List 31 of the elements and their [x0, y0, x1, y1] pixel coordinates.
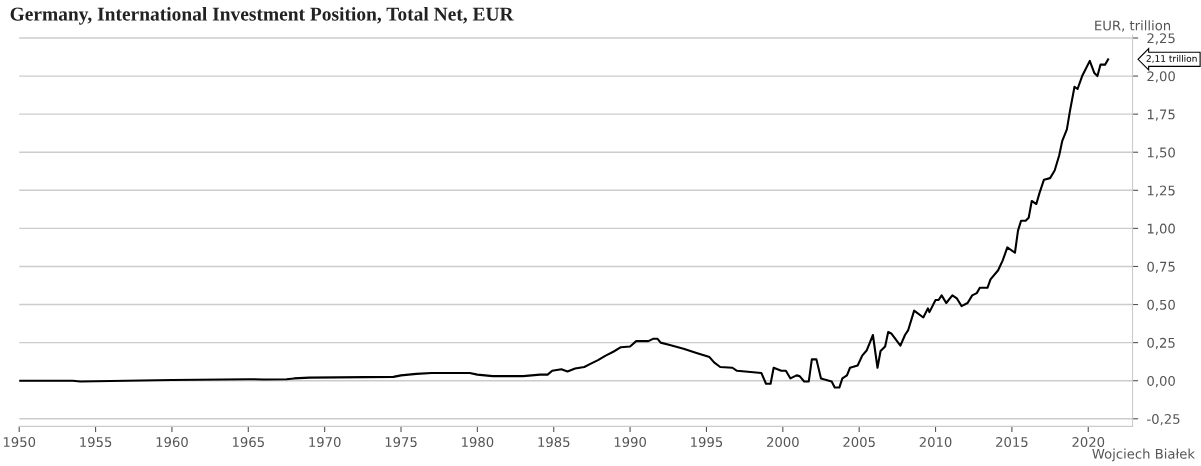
y-tick-label: 0,75: [1147, 261, 1175, 274]
y-tick-label: 0,25: [1147, 337, 1175, 350]
x-tick-label: 2005: [843, 437, 875, 448]
x-tick-label: 1950: [3, 437, 36, 448]
text: 2,11 trillion: [1146, 54, 1197, 63]
x-tick-label: 1980: [462, 437, 494, 448]
y-tick-label: 2,00: [1147, 71, 1175, 83]
x-tick-label: 1960: [156, 437, 188, 448]
y-tick-label: 2,25: [1147, 33, 1175, 45]
y-tick-label: 1,00: [1147, 223, 1175, 235]
x-tick-label: 1990: [614, 437, 647, 448]
y-tick-label: 0,50: [1147, 299, 1175, 312]
y-tick-label: 1,75: [1147, 109, 1175, 121]
x-tick-label: 2000: [766, 437, 799, 448]
x-tick-label: 2015: [996, 437, 1028, 448]
x-tick-label: 1965: [232, 437, 264, 448]
x-tick-label: 1955: [80, 437, 112, 448]
x-tick-label: 1970: [309, 437, 341, 448]
text: Wojciech Białek: [1092, 448, 1195, 462]
chart-title: Germany, International Investment Position, Total Net, EUR: [10, 6, 514, 25]
x-tick-label: 1985: [538, 437, 570, 448]
y-axis-title: EUR, trillion: [1095, 20, 1171, 32]
x-tick-label: 1995: [691, 437, 723, 448]
x-tick-label: 1975: [385, 437, 417, 448]
x-tick-label: 2010: [919, 437, 952, 448]
y-tick-label: 1,50: [1147, 147, 1175, 159]
x-tick-label: 2020: [1072, 437, 1105, 448]
y-tick-label: 0,00: [1147, 375, 1175, 388]
y-tick-label: -0,25: [1147, 413, 1180, 426]
y-tick-label: 1,25: [1147, 185, 1175, 197]
line-series: [19, 58, 1110, 389]
